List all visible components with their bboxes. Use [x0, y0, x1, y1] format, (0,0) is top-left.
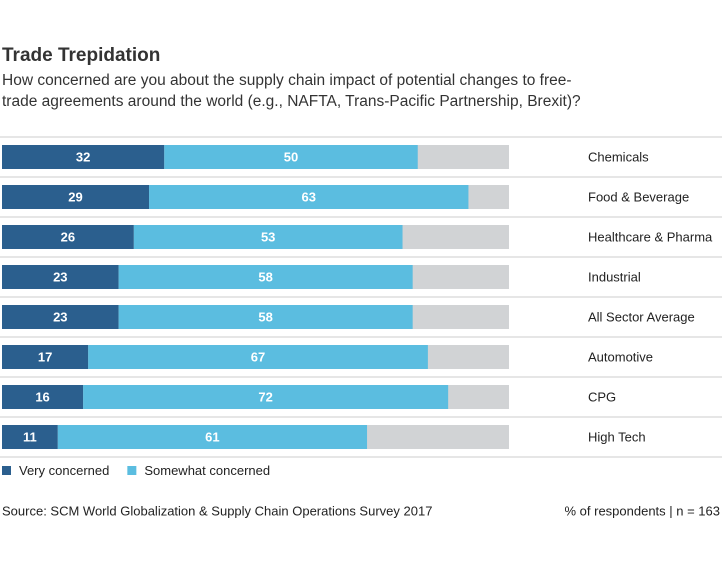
data-label: 23 — [53, 309, 67, 324]
data-label: 32 — [76, 149, 90, 164]
category-label: CPG — [588, 389, 616, 404]
data-label: 58 — [258, 269, 272, 284]
data-label: 63 — [302, 189, 316, 204]
data-label: 50 — [284, 149, 298, 164]
bar-segment — [83, 385, 449, 409]
bar-segment — [149, 185, 469, 209]
legend-label: Somewhat concerned — [144, 463, 270, 478]
bar-segment — [2, 345, 89, 369]
category-label: Automotive — [588, 349, 653, 364]
data-label: 53 — [261, 229, 275, 244]
bar-segment — [118, 265, 413, 289]
bar-segment — [118, 305, 413, 329]
data-label: 72 — [258, 389, 272, 404]
legend-swatch — [127, 466, 137, 475]
bar-segment — [164, 145, 418, 169]
data-label: 26 — [61, 229, 75, 244]
bar-segment — [2, 305, 119, 329]
category-label: High Tech — [588, 429, 646, 444]
bar-segment — [2, 145, 165, 169]
bar-segment — [2, 185, 150, 209]
data-label: 16 — [35, 389, 49, 404]
data-label: 29 — [68, 189, 82, 204]
data-label: 17 — [38, 349, 52, 364]
bar-segment — [2, 385, 84, 409]
source: Source: SCM World Globalization & Supply… — [2, 503, 432, 518]
chart-title: Trade Trepidation — [2, 45, 161, 66]
data-label: 23 — [53, 269, 67, 284]
chart-subtitle: How concerned are you about the supply c… — [2, 72, 581, 110]
bar-segment — [2, 425, 58, 449]
bar-segment — [133, 225, 403, 249]
category-label: Food & Beverage — [588, 189, 689, 204]
bar-segment — [57, 425, 368, 449]
data-label: 67 — [251, 349, 265, 364]
category-label: All Sector Average — [588, 309, 695, 324]
category-label: Chemicals — [588, 149, 649, 164]
category-label: Industrial — [588, 269, 641, 284]
note: % of respondents | n = 163 — [564, 503, 720, 518]
data-label: 61 — [205, 429, 219, 444]
legend-label: Very concerned — [19, 463, 109, 478]
category-label: Healthcare & Pharma — [588, 229, 713, 244]
data-label: 11 — [23, 429, 37, 444]
legend-swatch — [2, 466, 11, 475]
bar-segment — [2, 265, 119, 289]
data-label: 58 — [258, 309, 272, 324]
bar-segment — [88, 345, 428, 369]
bar-segment — [2, 225, 134, 249]
